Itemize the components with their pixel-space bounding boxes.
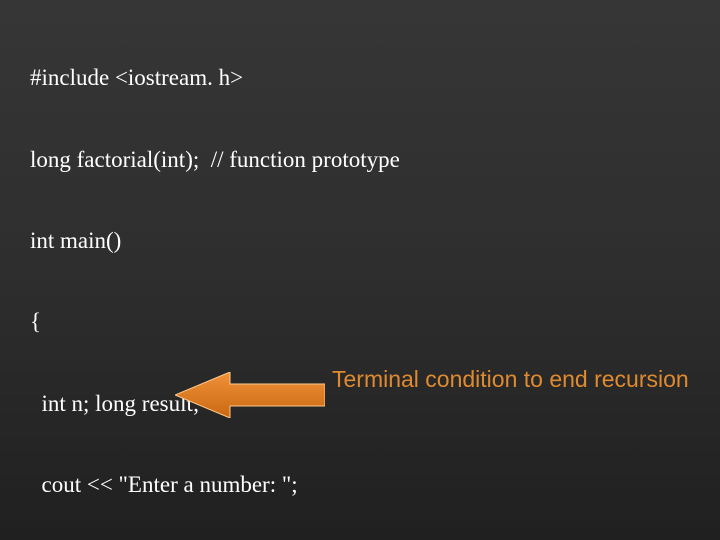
slide: #include <iostream. h> long factorial(in…	[0, 0, 720, 540]
code-block: #include <iostream. h> long factorial(in…	[30, 10, 614, 540]
code-line: #include <iostream. h>	[30, 64, 614, 91]
annotation-text: Terminal condition to end recursion	[332, 366, 689, 393]
code-line: int main()	[30, 227, 614, 254]
arrow-icon	[175, 372, 325, 418]
code-line: long factorial(int); // function prototy…	[30, 146, 614, 173]
code-line: {	[30, 308, 614, 335]
code-line: cout << "Enter a number: ";	[30, 471, 614, 498]
